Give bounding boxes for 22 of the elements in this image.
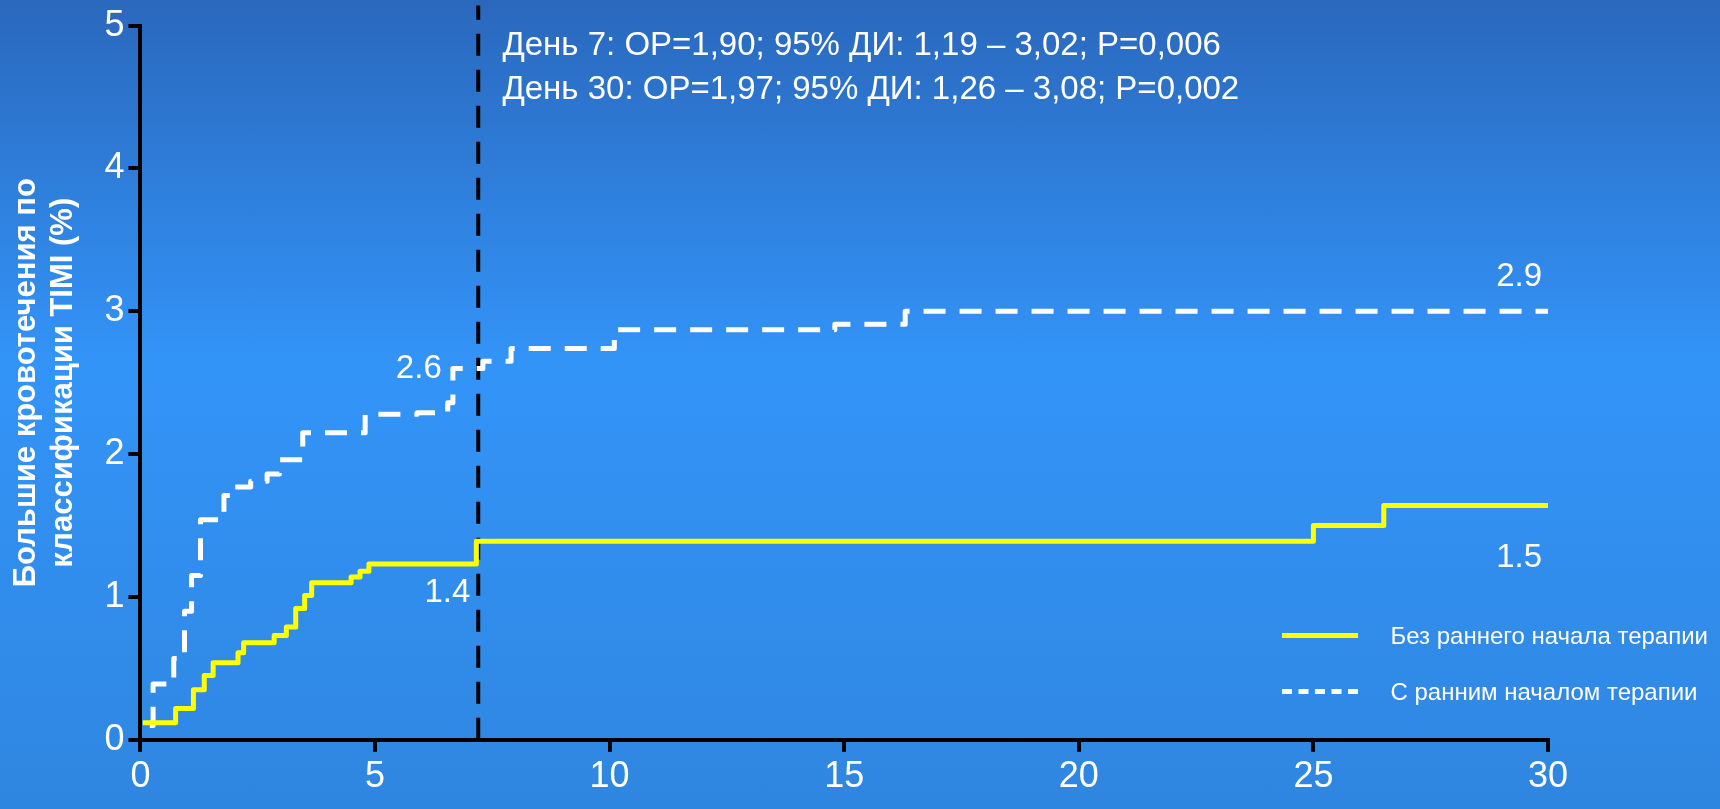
y-axis-title: Большие кровотечения по классификации TIMI (%) (7, 178, 80, 588)
annotation: День 7: ОР=1,90; 95% ДИ: 1,19 – 3,02; P=0,006 (502, 23, 1222, 64)
annotation: 1.4 (424, 572, 471, 610)
y-tick-label: 4 (104, 145, 125, 187)
annotation: 2.9 (1496, 256, 1542, 294)
x-tick-label: 10 (589, 754, 630, 796)
y-tick-label: 0 (104, 716, 125, 758)
y-tick-label: 3 (104, 288, 125, 330)
annotation: 1.5 (1496, 536, 1542, 574)
y-tick-label: 1 (104, 573, 125, 615)
x-tick-label: 5 (365, 754, 386, 796)
legend-label: Без раннего начала терапии (1390, 621, 1708, 650)
x-tick-label: 25 (1293, 754, 1334, 796)
x-tick-label: 30 (1527, 754, 1569, 796)
y-tick-label: 5 (104, 2, 125, 44)
x-tick-label: 15 (824, 754, 865, 796)
annotation: День 30: ОР=1,97; 95% ДИ: 1,26 – 3,08; P=0,002 (502, 67, 1240, 108)
x-tick-label: 20 (1058, 754, 1099, 796)
annotation: 2.6 (395, 347, 442, 385)
x-tick-label: 0 (130, 754, 151, 796)
legend-label: С ранним началом терапии (1390, 677, 1698, 706)
y-tick-label: 2 (104, 431, 125, 473)
